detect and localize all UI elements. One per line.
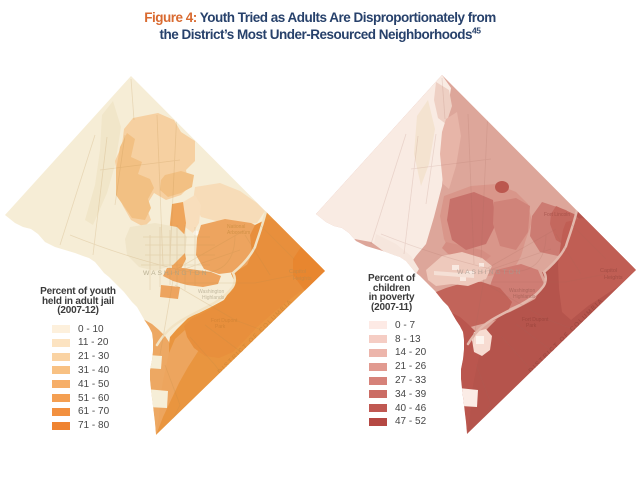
svg-text:Highlands: Highlands	[202, 295, 225, 301]
svg-text:WASHINGTON: WASHINGTON	[143, 270, 208, 277]
svg-text:Fort Lincoln: Fort Lincoln	[544, 212, 570, 218]
svg-text:WASHINGTON: WASHINGTON	[457, 269, 522, 276]
svg-text:Capitol: Capitol	[289, 269, 306, 275]
svg-text:Fort Dupont: Fort Dupont	[211, 318, 238, 324]
svg-text:Washington: Washington	[509, 288, 535, 294]
svg-text:Heights: Heights	[604, 275, 623, 281]
svg-text:Heights: Heights	[293, 276, 312, 282]
svg-text:Washington: Washington	[198, 289, 224, 295]
svg-text:National: National	[227, 224, 245, 230]
svg-text:Park: Park	[215, 324, 226, 330]
svg-text:Park: Park	[526, 323, 537, 329]
svg-text:Fort Dupont: Fort Dupont	[522, 317, 549, 323]
svg-text:Arboretum: Arboretum	[227, 230, 250, 236]
svg-text:Capitol: Capitol	[600, 268, 617, 274]
svg-text:Highlands: Highlands	[513, 294, 536, 300]
